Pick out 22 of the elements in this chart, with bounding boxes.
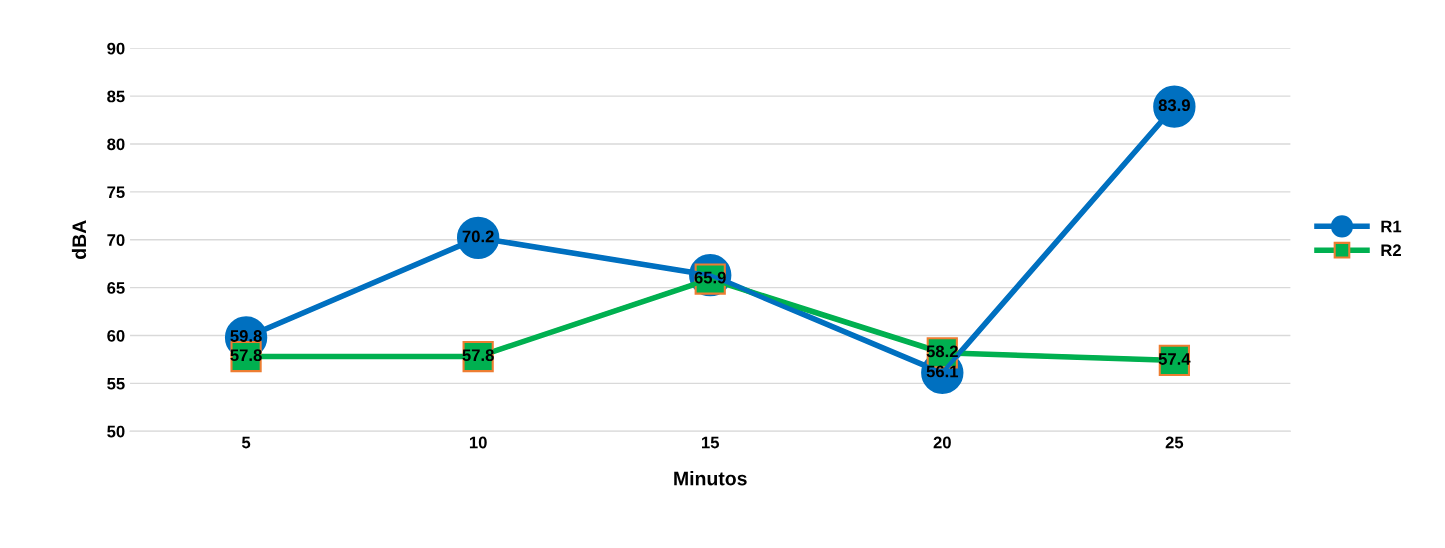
x-axis-title: Minutos bbox=[674, 471, 747, 486]
x-tick-label: 25 bbox=[1165, 436, 1184, 449]
y-tick-label: 65 bbox=[107, 282, 125, 294]
y-tick-label: 75 bbox=[107, 186, 125, 199]
y-tick-label: 60 bbox=[107, 329, 125, 342]
y-tick-label: 50 bbox=[107, 425, 125, 438]
y-tick-label: 90 bbox=[107, 42, 125, 55]
x-tick-label: 10 bbox=[469, 436, 487, 449]
x-tick-label: 5 bbox=[241, 436, 251, 449]
legend-label: R2 bbox=[1381, 244, 1401, 256]
y-tick-label: 85 bbox=[107, 90, 125, 103]
data-label: 56.1 bbox=[926, 365, 959, 378]
data-label: 70.2 bbox=[462, 230, 494, 243]
y-tick-label: 80 bbox=[107, 138, 125, 151]
data-label: 83.9 bbox=[1158, 99, 1190, 112]
y-tick-label: 70 bbox=[107, 234, 125, 246]
x-tick-label: 20 bbox=[933, 436, 951, 449]
legend-label: R1 bbox=[1381, 220, 1402, 233]
x-tick-label: 15 bbox=[702, 436, 720, 449]
y-tick-label: 55 bbox=[107, 377, 125, 390]
y-axis-title: dBA bbox=[71, 220, 87, 259]
data-label: 59.8 bbox=[230, 330, 262, 342]
